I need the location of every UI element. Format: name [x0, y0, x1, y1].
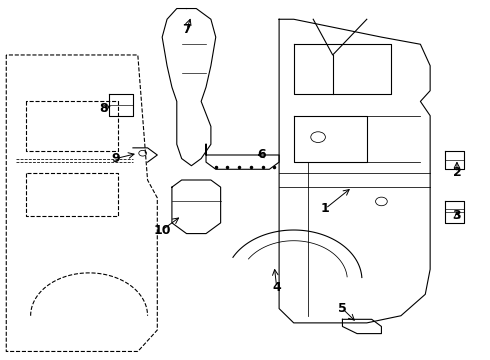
Text: 6: 6 [258, 148, 267, 162]
Text: 10: 10 [153, 224, 171, 237]
Text: 9: 9 [112, 152, 120, 165]
Text: 4: 4 [272, 281, 281, 294]
Text: 3: 3 [453, 209, 461, 222]
Text: 7: 7 [182, 23, 191, 36]
Text: 1: 1 [321, 202, 330, 215]
Text: 8: 8 [99, 102, 108, 115]
Text: 2: 2 [453, 166, 461, 179]
Text: 5: 5 [338, 302, 347, 315]
